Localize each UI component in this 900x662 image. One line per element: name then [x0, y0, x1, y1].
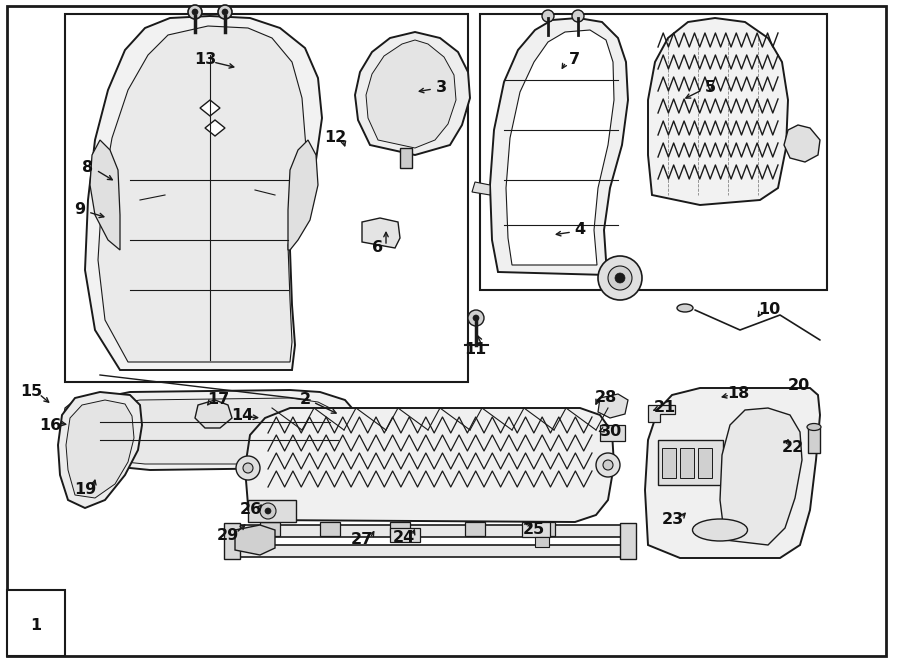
Circle shape [188, 5, 202, 19]
Bar [235, 525, 625, 537]
Text: 14: 14 [231, 408, 253, 422]
Polygon shape [720, 408, 802, 545]
Text: 16: 16 [39, 418, 61, 432]
Polygon shape [66, 400, 134, 498]
Circle shape [265, 508, 271, 514]
Polygon shape [490, 18, 628, 275]
Polygon shape [784, 125, 820, 162]
Polygon shape [472, 182, 490, 195]
Text: 11: 11 [464, 342, 486, 357]
Polygon shape [90, 140, 120, 250]
Polygon shape [86, 398, 348, 464]
Ellipse shape [677, 304, 693, 312]
Bar [808, 428, 820, 453]
Ellipse shape [807, 424, 821, 430]
Polygon shape [245, 408, 614, 522]
Text: 28: 28 [595, 391, 617, 406]
Text: 2: 2 [300, 393, 310, 408]
Polygon shape [58, 392, 142, 508]
Text: 13: 13 [194, 52, 216, 68]
Polygon shape [648, 405, 675, 422]
Bar [522, 522, 550, 537]
Polygon shape [235, 525, 275, 555]
Bar [535, 537, 549, 547]
Ellipse shape [692, 519, 748, 541]
Bar [400, 148, 412, 168]
Text: 17: 17 [207, 393, 230, 408]
Polygon shape [645, 388, 820, 558]
Circle shape [598, 256, 642, 300]
Text: 6: 6 [373, 240, 383, 256]
Text: 25: 25 [523, 522, 545, 538]
Circle shape [615, 273, 625, 283]
Text: 21: 21 [654, 399, 676, 414]
Polygon shape [355, 32, 470, 155]
Text: 9: 9 [75, 203, 86, 218]
Circle shape [260, 503, 276, 519]
Text: 1: 1 [31, 618, 41, 632]
Text: 19: 19 [74, 483, 96, 498]
Text: 22: 22 [782, 440, 804, 455]
Bar [320, 522, 340, 536]
Circle shape [603, 460, 613, 470]
Circle shape [542, 10, 554, 22]
Text: 26: 26 [240, 502, 262, 518]
Circle shape [222, 9, 228, 15]
Bar [620, 523, 636, 559]
Polygon shape [288, 140, 318, 250]
Bar [7, 590, 65, 656]
Bar [680, 448, 694, 478]
Bar [248, 500, 296, 522]
Text: 20: 20 [788, 377, 810, 393]
Text: 8: 8 [83, 160, 94, 175]
Text: 4: 4 [574, 222, 586, 238]
Text: 24: 24 [393, 530, 415, 545]
Circle shape [243, 463, 253, 473]
Bar [658, 440, 723, 485]
Bar [698, 448, 712, 478]
Text: 5: 5 [705, 81, 716, 95]
Circle shape [473, 315, 479, 321]
Bar [465, 522, 485, 536]
Polygon shape [72, 390, 358, 470]
Circle shape [608, 266, 632, 290]
Polygon shape [195, 400, 232, 428]
Text: 23: 23 [662, 512, 684, 528]
Text: 29: 29 [217, 528, 239, 542]
Polygon shape [62, 398, 95, 455]
Text: 10: 10 [758, 303, 780, 318]
Bar [390, 528, 420, 542]
Bar [260, 522, 280, 536]
Bar [662, 448, 676, 478]
Bar [390, 522, 410, 536]
Polygon shape [362, 218, 400, 248]
Polygon shape [85, 16, 322, 370]
Bar [65, 14, 468, 382]
Polygon shape [506, 30, 614, 265]
Bar [224, 523, 240, 559]
Circle shape [192, 9, 198, 15]
Text: 27: 27 [351, 532, 374, 547]
Text: 3: 3 [436, 79, 446, 95]
Bar [535, 522, 555, 536]
Text: 30: 30 [600, 424, 622, 440]
Circle shape [596, 453, 620, 477]
Bar [480, 14, 827, 290]
Text: 15: 15 [20, 385, 42, 399]
Bar [235, 545, 625, 557]
Polygon shape [648, 18, 788, 205]
Circle shape [236, 456, 260, 480]
Polygon shape [98, 26, 306, 362]
Circle shape [572, 10, 584, 22]
Circle shape [468, 310, 484, 326]
Circle shape [218, 5, 232, 19]
Polygon shape [598, 394, 628, 418]
Polygon shape [205, 120, 225, 136]
Bar [600, 425, 625, 441]
Polygon shape [200, 100, 220, 116]
Text: 18: 18 [727, 385, 749, 401]
Polygon shape [366, 40, 456, 148]
Text: 12: 12 [324, 130, 346, 146]
Text: 7: 7 [569, 52, 580, 68]
